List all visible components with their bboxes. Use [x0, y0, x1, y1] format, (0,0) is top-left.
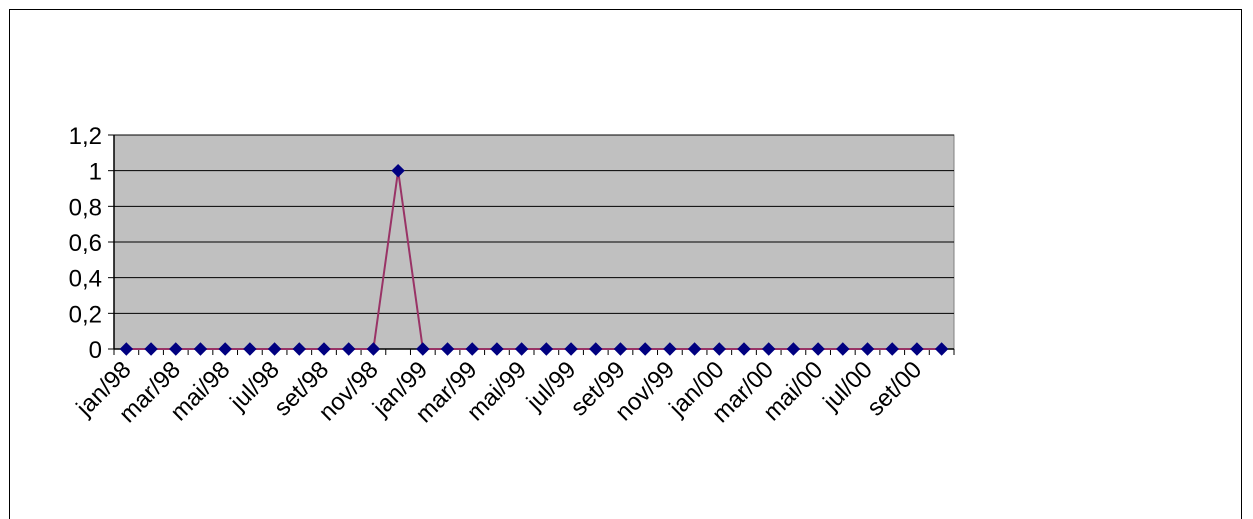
- y-tick-label: 1,2: [69, 123, 102, 150]
- y-tick-label: 0,6: [69, 230, 102, 257]
- data-point-marker: [193, 342, 208, 356]
- data-point-marker: [687, 342, 702, 356]
- data-point-marker: [860, 342, 875, 356]
- chart-area: 0 0,2 0,4 0,6 0,8 1 1,2 jan/98 mar/98 mai/98 jul/…: [9, 9, 1242, 519]
- data-point-marker: [514, 342, 529, 356]
- data-point-marker: [885, 342, 899, 356]
- gridlines: [108, 134, 954, 350]
- data-point-marker: [761, 342, 776, 356]
- y-tick-label: 0,8: [69, 194, 102, 221]
- data-point-marker: [910, 342, 924, 356]
- data-point-marker: [218, 342, 232, 356]
- data-point-marker: [786, 342, 801, 356]
- data-point-marker: [119, 342, 134, 356]
- data-point-marker: [663, 342, 677, 356]
- data-point-marker: [811, 342, 825, 356]
- series-line: [126, 170, 942, 350]
- y-tick-labels: 0 0,2 0,4 0,6 0,8 1 1,2: [69, 123, 102, 364]
- data-point-marker: [391, 163, 405, 178]
- data-point-marker: [465, 342, 479, 356]
- x-tick-labels: jan/98mar/98mai/98jul/98set/98nov/98jan/…: [71, 356, 928, 428]
- y-tick-label: 0,4: [69, 266, 102, 293]
- data-point-marker: [564, 342, 578, 356]
- data-point-marker: [638, 342, 652, 356]
- data-point-marker: [341, 342, 356, 356]
- data-point-marker: [243, 342, 257, 356]
- data-point-marker: [366, 342, 381, 356]
- y-tick-label: 0: [89, 337, 102, 364]
- data-point-marker: [934, 342, 949, 356]
- data-point-marker: [836, 342, 850, 356]
- data-point-marker: [539, 342, 554, 356]
- data-point-marker: [440, 342, 455, 356]
- data-point-marker: [267, 342, 282, 356]
- data-point-marker: [292, 342, 307, 356]
- data-point-marker: [169, 342, 183, 356]
- data-point-marker: [737, 342, 751, 356]
- data-point-marker: [589, 342, 603, 356]
- data-point-marker: [317, 342, 331, 356]
- data-point-marker: [712, 342, 727, 356]
- x-tick-label: set/00: [862, 356, 927, 421]
- y-tick-label: 0,2: [69, 301, 102, 328]
- data-point-marker: [416, 342, 430, 356]
- line-chart: 0 0,2 0,4 0,6 0,8 1 1,2 jan/98mar/98mai/98jul/…: [69, 123, 955, 428]
- data-point-marker: [613, 342, 628, 356]
- data-point-marker: [490, 342, 504, 356]
- data-point-marker: [144, 342, 158, 356]
- y-tick-label: 1: [89, 159, 102, 186]
- series: [119, 163, 949, 356]
